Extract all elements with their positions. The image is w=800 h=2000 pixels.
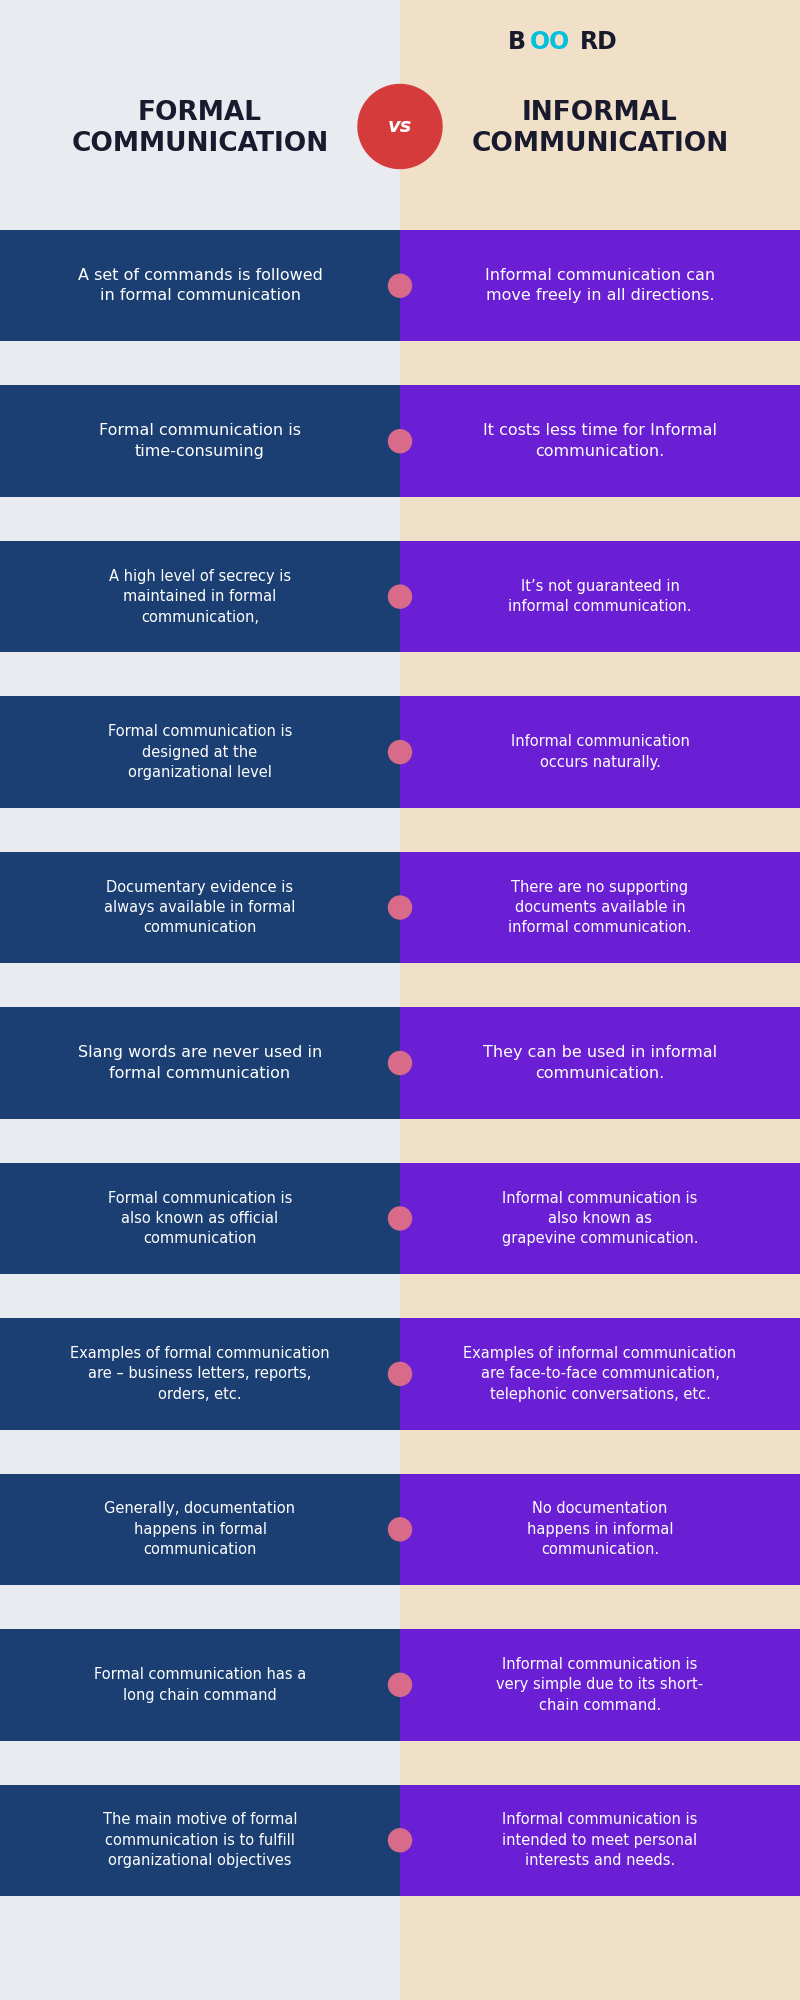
Text: Formal communication has a
long chain command: Formal communication has a long chain co… (94, 1668, 306, 1702)
FancyBboxPatch shape (0, 1162, 400, 1274)
Circle shape (389, 1674, 411, 1696)
FancyBboxPatch shape (400, 1474, 800, 1586)
FancyBboxPatch shape (400, 1318, 800, 1430)
Text: Informal communication is
also known as
grapevine communication.: Informal communication is also known as … (502, 1190, 698, 1246)
FancyBboxPatch shape (0, 540, 400, 652)
Text: The main motive of formal
communication is to fulfill
organizational objectives: The main motive of formal communication … (102, 1812, 298, 1868)
Text: Formal communication is
also known as official
communication: Formal communication is also known as of… (108, 1190, 292, 1246)
FancyBboxPatch shape (0, 1630, 400, 1740)
Text: Documentary evidence is
always available in formal
communication: Documentary evidence is always available… (104, 880, 296, 936)
Text: INFORMAL
COMMUNICATION: INFORMAL COMMUNICATION (471, 100, 729, 158)
Circle shape (389, 1052, 411, 1074)
Circle shape (389, 896, 411, 920)
Text: A high level of secrecy is
maintained in formal
communication,: A high level of secrecy is maintained in… (109, 568, 291, 624)
FancyBboxPatch shape (400, 1630, 800, 1740)
FancyBboxPatch shape (400, 540, 800, 652)
Text: It costs less time for Informal
communication.: It costs less time for Informal communic… (483, 424, 717, 458)
FancyBboxPatch shape (0, 696, 400, 808)
Text: Formal communication is
time-consuming: Formal communication is time-consuming (99, 424, 301, 458)
FancyBboxPatch shape (0, 1474, 400, 1586)
Circle shape (389, 430, 411, 452)
FancyBboxPatch shape (0, 1008, 400, 1118)
Text: Examples of formal communication
are – business letters, reports,
orders, etc.: Examples of formal communication are – b… (70, 1346, 330, 1402)
FancyBboxPatch shape (400, 696, 800, 808)
Circle shape (389, 274, 411, 298)
Circle shape (389, 1828, 411, 1852)
FancyBboxPatch shape (0, 852, 400, 964)
Bar (0, 0, 400, 2000)
Circle shape (389, 1206, 411, 1230)
Text: It’s not guaranteed in
informal communication.: It’s not guaranteed in informal communic… (508, 578, 692, 614)
Text: Generally, documentation
happens in formal
communication: Generally, documentation happens in form… (105, 1502, 295, 1558)
Text: A set of commands is followed
in formal communication: A set of commands is followed in formal … (78, 268, 322, 304)
Text: Slang words are never used in
formal communication: Slang words are never used in formal com… (78, 1046, 322, 1080)
Circle shape (389, 1518, 411, 1540)
Text: No documentation
happens in informal
communication.: No documentation happens in informal com… (526, 1502, 674, 1558)
Text: Examples of informal communication
are face-to-face communication,
telephonic co: Examples of informal communication are f… (463, 1346, 737, 1402)
FancyBboxPatch shape (400, 852, 800, 964)
Text: vs: vs (388, 116, 412, 136)
Text: Informal communication can
move freely in all directions.: Informal communication can move freely i… (485, 268, 715, 304)
Text: Formal communication is
designed at the
organizational level: Formal communication is designed at the … (108, 724, 292, 780)
FancyBboxPatch shape (400, 1162, 800, 1274)
FancyBboxPatch shape (400, 1784, 800, 1896)
FancyBboxPatch shape (400, 230, 800, 342)
Text: B: B (508, 30, 526, 54)
Circle shape (389, 740, 411, 764)
Text: Informal communication is
intended to meet personal
interests and needs.: Informal communication is intended to me… (502, 1812, 698, 1868)
FancyBboxPatch shape (0, 386, 400, 496)
Circle shape (389, 586, 411, 608)
Bar (400, 0, 800, 2000)
Text: RD: RD (580, 30, 618, 54)
Text: FORMAL
COMMUNICATION: FORMAL COMMUNICATION (71, 100, 329, 158)
Circle shape (389, 1362, 411, 1386)
FancyBboxPatch shape (0, 1318, 400, 1430)
FancyBboxPatch shape (400, 386, 800, 496)
Text: They can be used in informal
communication.: They can be used in informal communicati… (483, 1046, 717, 1080)
Circle shape (358, 84, 442, 168)
Text: Informal communication is
very simple due to its short-
chain command.: Informal communication is very simple du… (497, 1656, 703, 1712)
FancyBboxPatch shape (0, 230, 400, 342)
Text: There are no supporting
documents available in
informal communication.: There are no supporting documents availa… (508, 880, 692, 936)
Text: OO: OO (530, 30, 570, 54)
FancyBboxPatch shape (0, 1784, 400, 1896)
FancyBboxPatch shape (400, 1008, 800, 1118)
Text: Informal communication
occurs naturally.: Informal communication occurs naturally. (510, 734, 690, 770)
